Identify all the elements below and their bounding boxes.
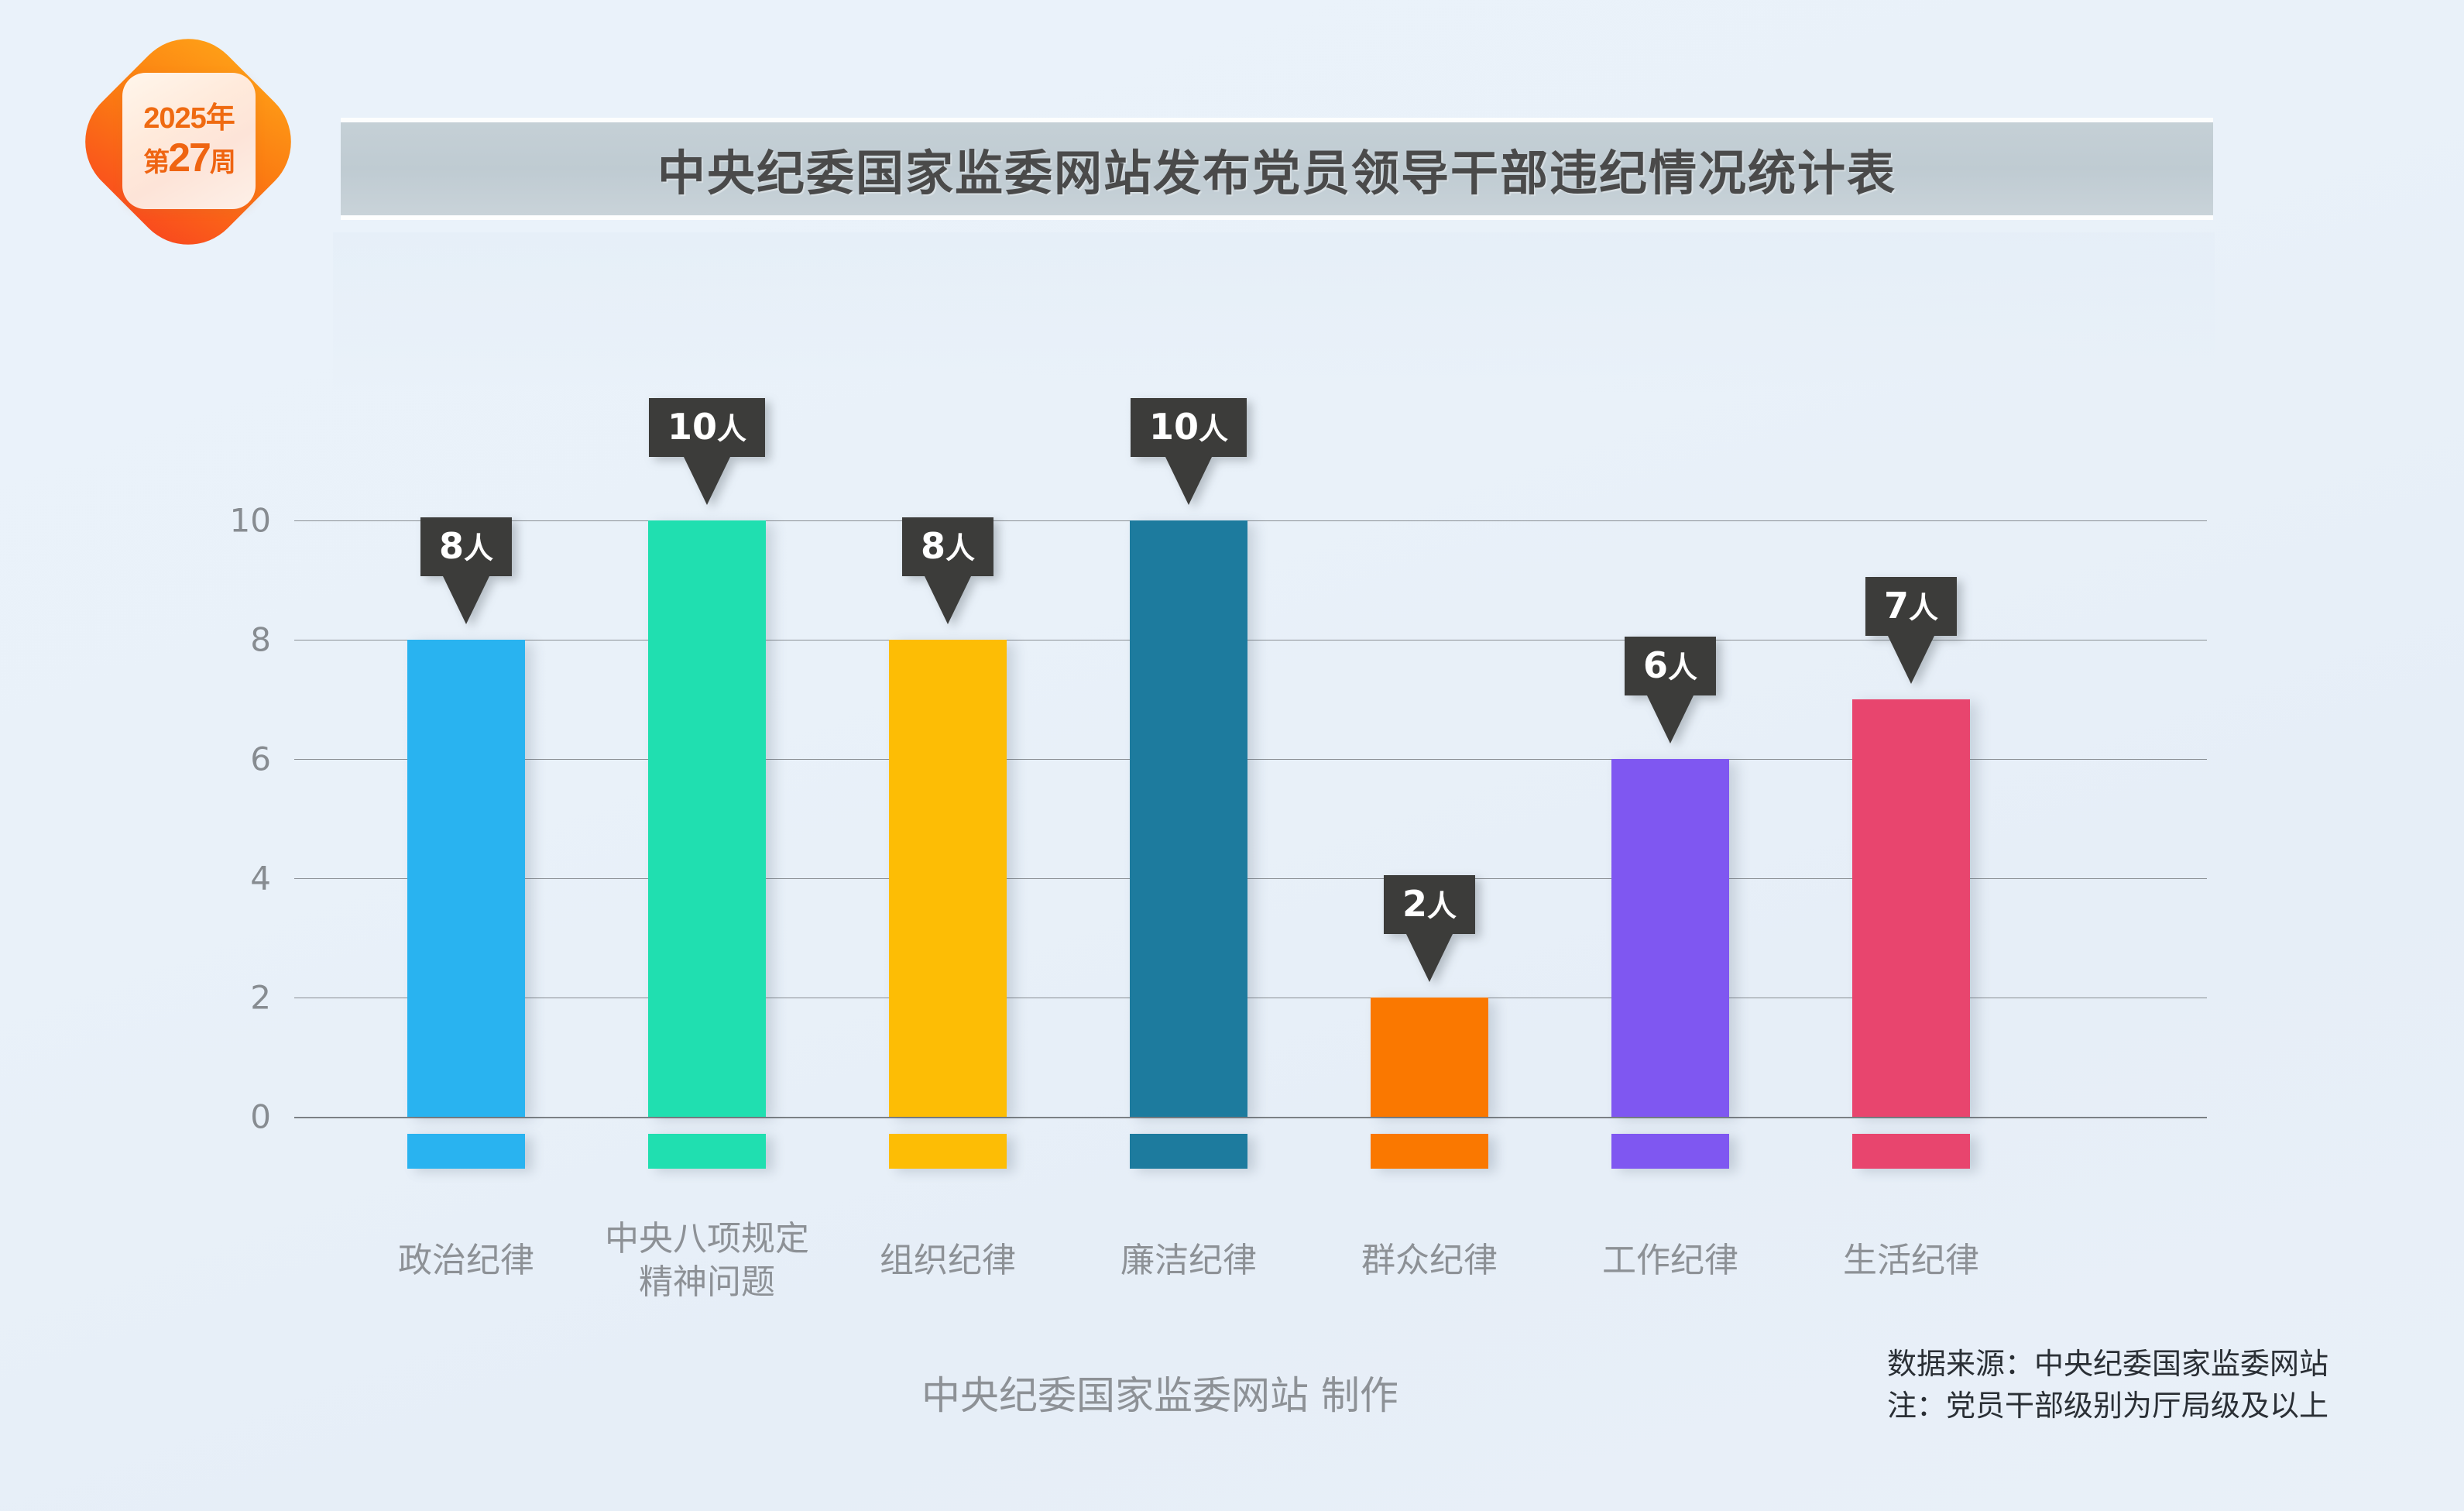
- data-label-pointer: [443, 576, 489, 624]
- data-label-callout: 10人: [648, 398, 766, 505]
- y-axis-tick-label: 4: [250, 859, 271, 898]
- footer-credit: 中央纪委国家监委网站 制作: [921, 1373, 1398, 1418]
- data-label-pointer: [1647, 695, 1694, 743]
- bar[interactable]: [889, 640, 1007, 1117]
- badge-week-number: 27: [168, 136, 211, 180]
- gridline-0: [294, 1117, 2207, 1118]
- data-label-pointer: [1406, 934, 1453, 982]
- data-label-value: 8人: [901, 517, 994, 576]
- data-label-callout: 10人: [1130, 398, 1247, 505]
- bar-fill: [407, 640, 525, 1117]
- badge-week-suffix: 周: [209, 148, 236, 177]
- bar[interactable]: [1130, 520, 1247, 1117]
- bar-fill: [1611, 759, 1729, 1117]
- data-label-pointer: [1888, 636, 1934, 684]
- data-label-value: 10人: [648, 398, 766, 457]
- x-axis-category-label: 中央八项规定 精神问题: [605, 1217, 809, 1305]
- data-label-value: 8人: [420, 517, 513, 576]
- bar-fill: [1130, 520, 1247, 1117]
- data-label-value: 7人: [1865, 577, 1958, 636]
- x-axis-category-label: 生活纪律: [1843, 1239, 1979, 1283]
- bar-base-stub: [889, 1134, 1007, 1169]
- data-label-pointer: [1165, 457, 1212, 505]
- footer-notes: 数据来源：中央纪委国家监委网站 注：党员干部级别为厅局级及以上: [1887, 1344, 2328, 1427]
- x-axis-category-label: 政治纪律: [398, 1239, 534, 1283]
- bar-fill: [648, 520, 766, 1117]
- badge-core: 2025年 第27周: [122, 73, 256, 209]
- gridline-6: [294, 759, 2207, 760]
- data-label-callout: 6人: [1624, 637, 1717, 743]
- x-axis-category-label: 组织纪律: [880, 1239, 1016, 1283]
- bar-base-stub: [1611, 1134, 1729, 1169]
- data-label-pointer: [925, 576, 971, 624]
- y-axis-tick-label: 2: [250, 978, 271, 1017]
- x-axis-label-line: 工作纪律: [1602, 1241, 1738, 1280]
- page-title: 中央纪委国家监委网站发布党员领导干部违纪情况统计表: [657, 145, 1896, 201]
- y-axis-tick-label: 10: [229, 501, 271, 540]
- title-banner: 中央纪委国家监委网站发布党员领导干部违纪情况统计表: [341, 118, 2213, 220]
- x-axis-label-line: 政治纪律: [398, 1241, 534, 1280]
- gridline-4: [294, 878, 2207, 879]
- x-axis-category-label: 群众纪律: [1361, 1239, 1498, 1283]
- y-axis-tick-label: 8: [250, 620, 271, 659]
- data-label-callout: 8人: [420, 517, 513, 624]
- bar-base-stub: [1852, 1134, 1970, 1169]
- badge-week-label: 第27周: [143, 136, 236, 180]
- badge-year-label: 2025年: [143, 102, 235, 135]
- x-axis-label-line: 群众纪律: [1361, 1241, 1498, 1280]
- bar-base-stub: [1130, 1134, 1247, 1169]
- x-axis-label-line: 中央八项规定: [605, 1219, 809, 1259]
- bar-base-stub: [407, 1134, 525, 1169]
- bar-fill: [1852, 699, 1970, 1117]
- y-axis-tick-label: 0: [250, 1097, 271, 1136]
- note-scope: 注：党员干部级别为厅局级及以上: [1886, 1388, 2328, 1423]
- bar-fill: [889, 640, 1007, 1117]
- data-label-value: 10人: [1130, 398, 1247, 457]
- x-axis-category-label: 廉洁纪律: [1120, 1239, 1257, 1283]
- data-label-callout: 2人: [1383, 875, 1476, 982]
- x-axis-category-label: 工作纪律: [1602, 1239, 1738, 1283]
- data-label-value: 2人: [1383, 875, 1476, 934]
- data-label-value: 6人: [1624, 637, 1717, 695]
- data-label-pointer: [684, 457, 730, 505]
- bar[interactable]: [648, 520, 766, 1117]
- badge-week-prefix: 第: [143, 148, 170, 177]
- bar-base-stub: [648, 1134, 766, 1169]
- x-axis-label-line: 精神问题: [639, 1262, 775, 1303]
- week-badge: 2025年 第27周: [62, 15, 314, 268]
- data-label-callout: 7人: [1865, 577, 1958, 684]
- data-label-callout: 8人: [901, 517, 994, 624]
- x-axis-label-line: 组织纪律: [880, 1241, 1016, 1280]
- y-axis-tick-label: 6: [250, 740, 271, 778]
- bar[interactable]: [1611, 759, 1729, 1117]
- x-axis-label-line: 廉洁纪律: [1120, 1241, 1257, 1280]
- bar[interactable]: [1852, 699, 1970, 1117]
- bar-fill: [1371, 998, 1488, 1117]
- x-axis-label-line: 生活纪律: [1843, 1241, 1979, 1280]
- note-data-source: 数据来源：中央纪委国家监委网站: [1886, 1347, 2328, 1381]
- bar-base-stub: [1371, 1134, 1488, 1169]
- bar[interactable]: [1371, 998, 1488, 1117]
- bar[interactable]: [407, 640, 525, 1117]
- gridline-10: [294, 520, 2207, 521]
